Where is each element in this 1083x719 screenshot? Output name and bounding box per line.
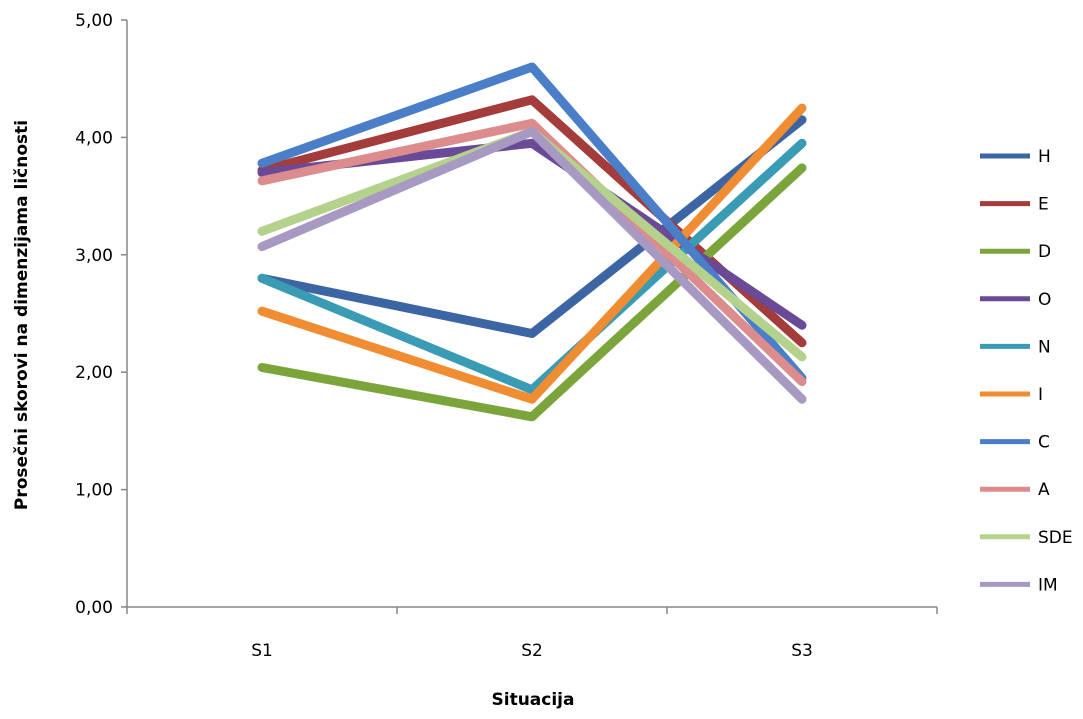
y-tick-label: 2,00 (75, 363, 113, 383)
legend-item: SDE (980, 528, 1073, 548)
legend-label: SDE (1038, 528, 1073, 548)
legend-label: O (1038, 290, 1051, 310)
x-tick-label: S3 (791, 641, 813, 661)
x-tick-label: S2 (521, 641, 543, 661)
x-ticks: S1 S2 S3 (126, 607, 938, 661)
legend-item: C (980, 433, 1050, 453)
series-line-n (257, 138, 807, 395)
legend-label: D (1038, 242, 1051, 262)
legend: H E D O N I C A SDE IM (980, 147, 1073, 595)
series-line-h (257, 115, 807, 338)
legend-item: IM (980, 575, 1058, 595)
series-line-a (257, 118, 807, 387)
legend-item: N (980, 337, 1051, 357)
series-layer (257, 62, 807, 422)
legend-item: H (980, 147, 1051, 167)
x-tick-label: S1 (251, 641, 273, 661)
series-line-c (257, 62, 807, 383)
legend-label: IM (1038, 575, 1058, 595)
y-tick-label: 5,00 (75, 11, 113, 31)
y-tick-label: 0,00 (75, 598, 113, 618)
y-tick-label: 1,00 (75, 481, 113, 501)
series-line-i (257, 103, 807, 404)
legend-label: E (1038, 195, 1049, 215)
legend-item: A (980, 480, 1050, 500)
y-ticks: 0,00 1,00 2,00 3,00 4,00 5,00 (75, 11, 127, 618)
x-axis-title: Situacija (492, 690, 575, 710)
y-axis-title: Prosečni skorovi na dimenzijama ličnosti (12, 120, 32, 510)
y-tick-label: 3,00 (75, 246, 113, 266)
legend-item: E (980, 195, 1049, 215)
axes (126, 20, 937, 608)
legend-label: N (1038, 337, 1051, 357)
legend-label: H (1038, 147, 1051, 167)
legend-label: C (1038, 433, 1050, 453)
legend-item: I (980, 385, 1043, 405)
legend-label: I (1038, 385, 1043, 405)
legend-item: D (980, 242, 1051, 262)
series-line-d (257, 163, 807, 422)
legend-label: A (1038, 480, 1050, 500)
series-line-im (257, 127, 807, 404)
legend-item: O (980, 290, 1051, 310)
y-tick-label: 4,00 (75, 128, 113, 148)
